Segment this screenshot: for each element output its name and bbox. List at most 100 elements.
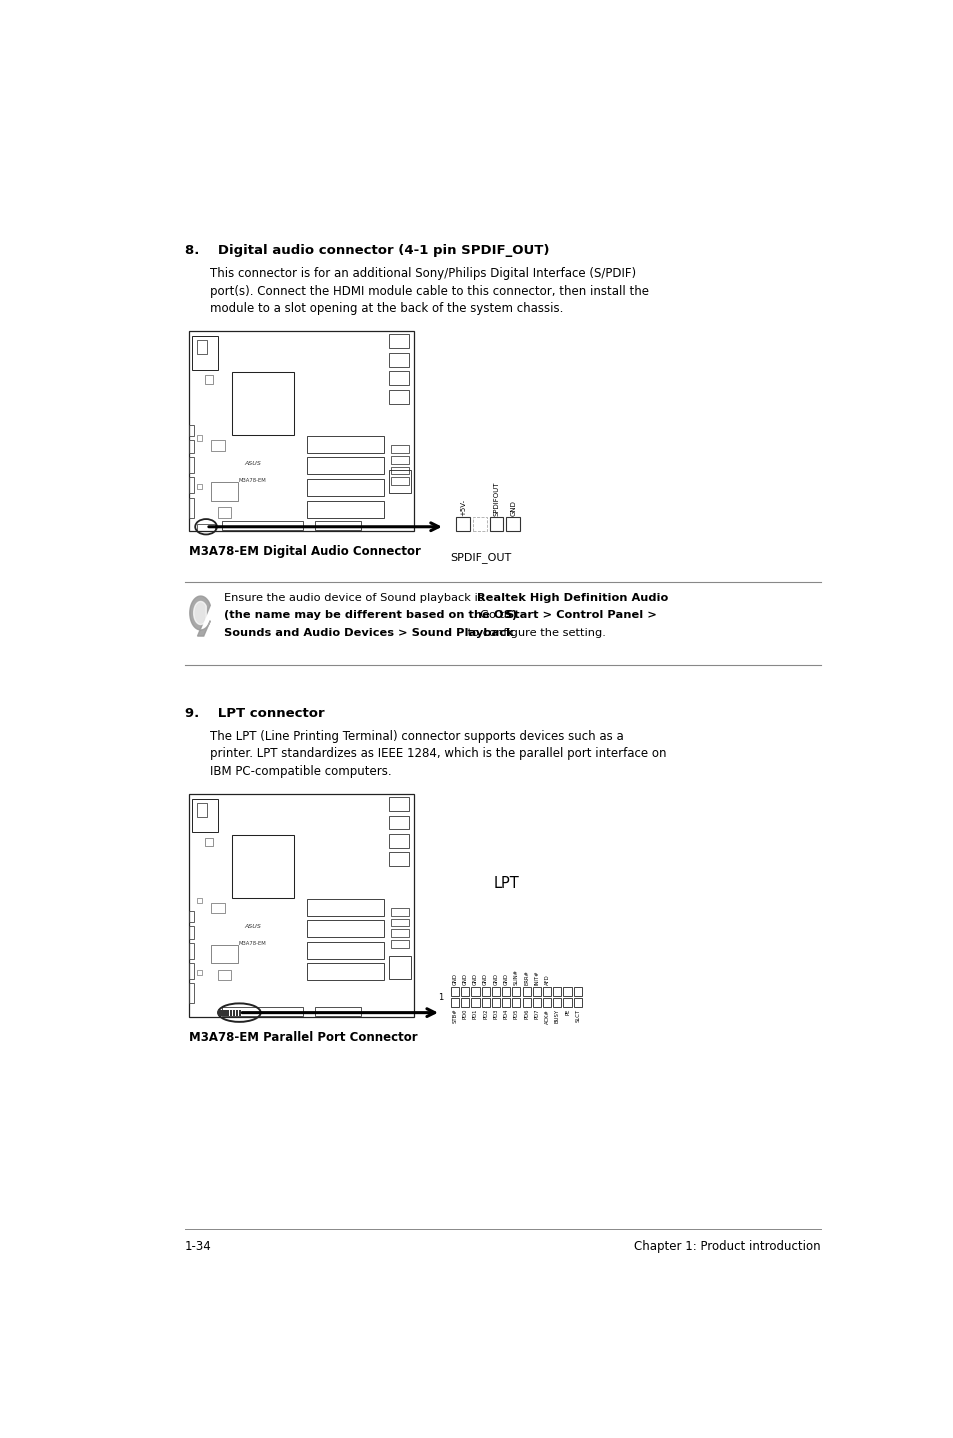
Text: GND: GND <box>493 974 497 985</box>
Bar <box>563 986 571 995</box>
Bar <box>189 477 194 493</box>
Text: M3A78-EM: M3A78-EM <box>238 477 266 483</box>
Bar <box>221 522 303 529</box>
Bar <box>451 998 458 1007</box>
Text: GND: GND <box>510 500 516 516</box>
Text: PD2: PD2 <box>483 1009 488 1020</box>
Bar <box>542 986 551 995</box>
Bar <box>218 969 231 981</box>
Bar <box>307 436 384 453</box>
Bar <box>522 998 530 1007</box>
Text: (the name may be different based on the OS): (the name may be different based on the … <box>224 610 517 620</box>
Bar <box>211 903 224 913</box>
Text: STB#: STB# <box>452 1009 457 1024</box>
Text: +5V-: +5V- <box>459 499 466 516</box>
Text: Chapter 1: Product introduction: Chapter 1: Product introduction <box>634 1240 820 1252</box>
Bar <box>573 986 581 995</box>
Text: AFD: AFD <box>544 975 549 985</box>
Text: 8.    Digital audio connector (4-1 pin SPDIF_OUT): 8. Digital audio connector (4-1 pin SPDI… <box>185 244 549 257</box>
Text: GND: GND <box>503 974 508 985</box>
Bar <box>390 446 409 453</box>
Bar <box>481 986 489 995</box>
Text: LPT: LPT <box>494 876 519 890</box>
Bar <box>389 352 409 367</box>
Bar <box>389 815 409 830</box>
Text: Ensure the audio device of Sound playback is: Ensure the audio device of Sound playbac… <box>224 592 487 603</box>
Bar <box>236 1009 238 1017</box>
Bar <box>314 1007 360 1015</box>
Bar <box>473 518 486 531</box>
Bar <box>532 998 540 1007</box>
Bar <box>189 331 414 532</box>
Bar <box>389 797 409 811</box>
Bar <box>573 998 581 1007</box>
Bar <box>189 943 194 959</box>
Bar <box>218 506 231 518</box>
Bar <box>471 986 479 995</box>
Bar <box>239 1009 241 1017</box>
Bar <box>218 1009 220 1017</box>
Bar <box>307 963 384 981</box>
Bar <box>389 853 409 866</box>
Text: Start > Control Panel >: Start > Control Panel > <box>505 610 657 620</box>
Text: ASUS: ASUS <box>244 923 261 929</box>
Text: 1: 1 <box>437 992 443 1001</box>
Bar <box>204 838 213 847</box>
Bar <box>389 334 409 348</box>
Bar <box>196 525 215 531</box>
Bar <box>189 498 194 518</box>
Text: SPDIFOUT: SPDIFOUT <box>493 482 499 516</box>
Bar <box>192 798 218 833</box>
Bar <box>189 926 194 939</box>
Bar <box>390 929 409 938</box>
Bar <box>204 375 213 384</box>
Bar <box>563 998 571 1007</box>
Text: PD3: PD3 <box>493 1009 497 1020</box>
Text: ACK#: ACK# <box>544 1009 549 1024</box>
Bar <box>456 518 470 531</box>
Text: ERR#: ERR# <box>523 971 529 985</box>
Bar <box>501 998 510 1007</box>
Bar <box>232 835 294 897</box>
Bar <box>314 522 360 529</box>
Text: PE: PE <box>564 1009 570 1015</box>
Polygon shape <box>193 601 206 624</box>
Bar <box>196 483 202 489</box>
Bar <box>451 986 458 995</box>
Bar <box>196 969 202 975</box>
Bar <box>522 986 530 995</box>
Bar <box>390 477 409 485</box>
Bar <box>189 426 194 436</box>
Bar <box>542 998 551 1007</box>
Bar <box>233 1009 235 1017</box>
Text: PD6: PD6 <box>523 1009 529 1020</box>
Bar <box>196 436 202 440</box>
Bar <box>211 440 224 450</box>
Bar <box>492 986 499 995</box>
Bar <box>389 470 410 493</box>
Bar <box>501 986 510 995</box>
Bar <box>211 945 237 963</box>
Bar <box>553 998 560 1007</box>
Bar <box>389 371 409 385</box>
Bar <box>390 919 409 926</box>
Bar <box>390 467 409 475</box>
Text: The LPT (Line Printing Terminal) connector supports devices such as a: The LPT (Line Printing Terminal) connect… <box>210 731 623 743</box>
Text: GND: GND <box>473 974 477 985</box>
Text: printer. LPT standardizes as IEEE 1284, which is the parallel port interface on: printer. LPT standardizes as IEEE 1284, … <box>210 748 666 761</box>
Bar <box>221 1009 223 1017</box>
Bar <box>221 1007 303 1015</box>
Bar <box>196 341 207 354</box>
Text: 1-34: 1-34 <box>185 1240 212 1252</box>
Bar <box>189 440 194 453</box>
Bar <box>224 1009 226 1017</box>
Polygon shape <box>190 597 210 636</box>
Bar <box>481 998 489 1007</box>
Text: INIT#: INIT# <box>534 971 538 985</box>
Text: This connector is for an additional Sony/Philips Digital Interface (S/PDIF): This connector is for an additional Sony… <box>210 267 636 280</box>
Text: Realtek High Definition Audio: Realtek High Definition Audio <box>476 592 668 603</box>
Text: PD1: PD1 <box>473 1009 477 1020</box>
Bar <box>390 456 409 463</box>
Text: GND: GND <box>462 974 467 985</box>
Bar <box>192 336 218 370</box>
